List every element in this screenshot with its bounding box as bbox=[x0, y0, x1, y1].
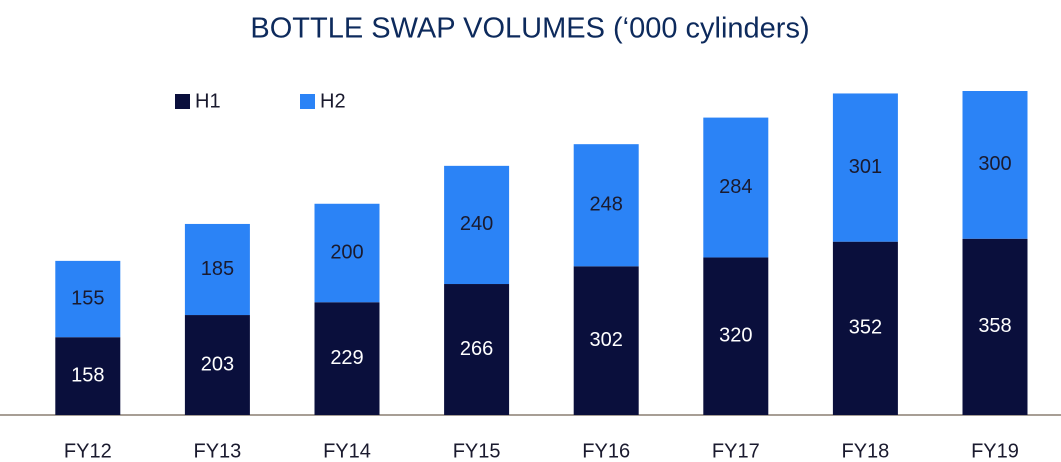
bar-segment bbox=[444, 165, 510, 285]
legend-swatch bbox=[300, 94, 315, 109]
data-label: 266 bbox=[460, 338, 493, 360]
x-tick-label: FY12 bbox=[64, 440, 112, 462]
bar-segment bbox=[444, 284, 510, 415]
bar-segment bbox=[55, 337, 121, 415]
data-label: 284 bbox=[719, 176, 752, 198]
data-label: 248 bbox=[590, 194, 623, 216]
x-tick-label: FY16 bbox=[582, 440, 630, 462]
data-label: 300 bbox=[978, 153, 1011, 175]
legend-label: H1 bbox=[195, 90, 221, 112]
bar-segment bbox=[703, 257, 769, 415]
x-tick-label: FY14 bbox=[323, 440, 371, 462]
x-tick-label: FY13 bbox=[193, 440, 241, 462]
data-label: 229 bbox=[330, 347, 363, 369]
data-label: 320 bbox=[719, 324, 752, 346]
legend-swatch bbox=[175, 94, 190, 109]
bar-segment bbox=[962, 238, 1028, 415]
data-label: 358 bbox=[978, 315, 1011, 337]
data-label: 200 bbox=[330, 241, 363, 263]
x-tick-label: FY19 bbox=[971, 440, 1019, 462]
bar-segment bbox=[55, 260, 121, 338]
x-tick-label: FY17 bbox=[712, 440, 760, 462]
bar-segment bbox=[573, 144, 639, 267]
data-label: 352 bbox=[849, 317, 882, 339]
bar-segment bbox=[184, 315, 250, 415]
bar-segment bbox=[314, 203, 380, 303]
data-label: 203 bbox=[201, 353, 234, 375]
bar-segment bbox=[703, 117, 769, 258]
data-label: 158 bbox=[71, 364, 104, 386]
data-label: 301 bbox=[849, 156, 882, 178]
bar-segment bbox=[962, 91, 1028, 239]
legend-label: H2 bbox=[320, 90, 346, 112]
data-label: 302 bbox=[590, 329, 623, 351]
data-label: 155 bbox=[71, 287, 104, 309]
bar-segment bbox=[573, 266, 639, 415]
x-tick-label: FY15 bbox=[453, 440, 501, 462]
chart-title: BOTTLE SWAP VOLUMES (‘000 cylinders) bbox=[250, 13, 809, 45]
bar-segment bbox=[314, 302, 380, 415]
bar-segment bbox=[832, 93, 898, 242]
bar-segment bbox=[832, 241, 898, 415]
data-label: 240 bbox=[460, 213, 493, 235]
x-tick-label: FY18 bbox=[841, 440, 889, 462]
data-label: 185 bbox=[201, 258, 234, 280]
bar-segment bbox=[184, 223, 250, 316]
